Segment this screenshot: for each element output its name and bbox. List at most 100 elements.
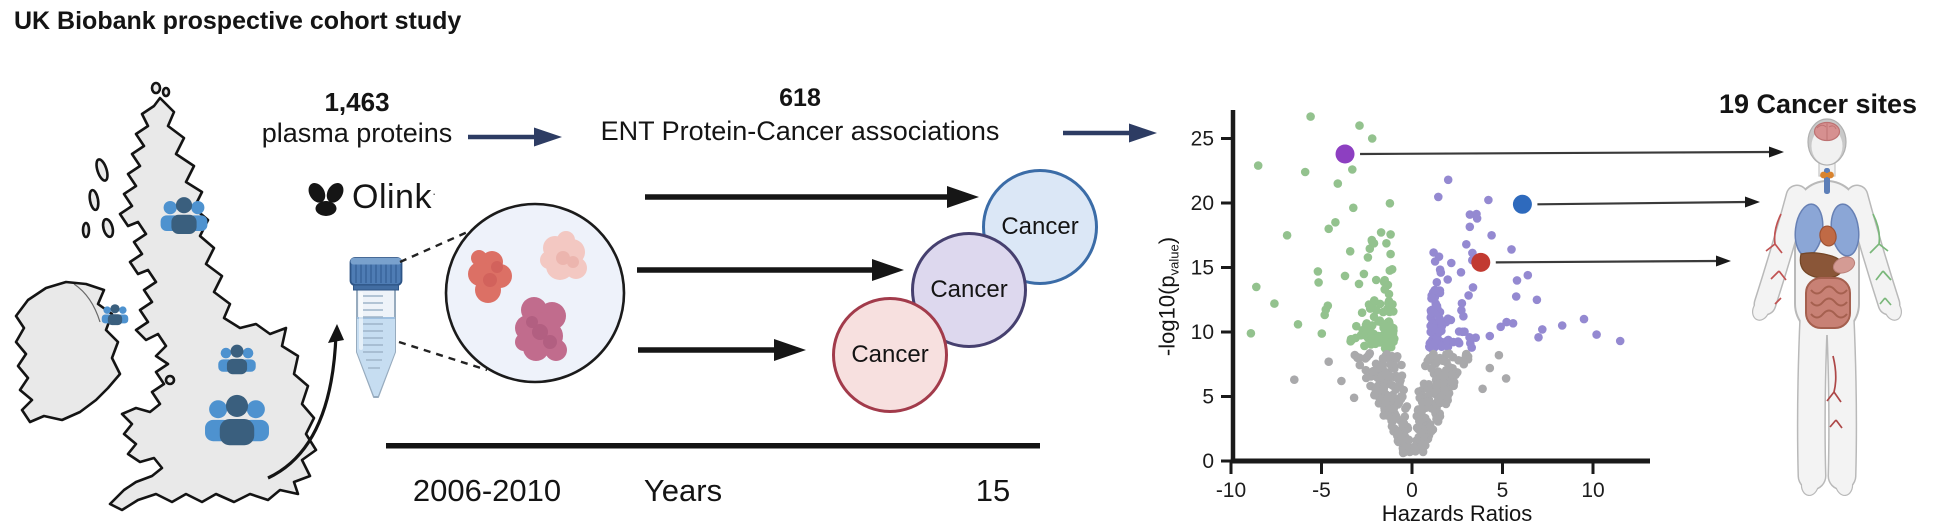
- risk-significant-dot: [1465, 210, 1475, 219]
- participant-group-icon: [205, 394, 269, 446]
- protective-significant-dot: [1331, 218, 1340, 227]
- protective-significant-dot: [1352, 321, 1361, 331]
- human-anatomy-figure: [1752, 118, 1902, 497]
- risk-significant-dot: [1460, 327, 1469, 337]
- risk-significant-dot: [1465, 222, 1475, 232]
- risk-significant-dot: [1449, 337, 1458, 347]
- non-significant-dot: [1364, 350, 1374, 359]
- x-ticks: -10 -5 0 5 10: [1216, 461, 1605, 502]
- protective-significant-dot: [1362, 319, 1371, 328]
- olink-trefoil-icon: [308, 182, 344, 216]
- volcano-x-axis-label: Hazards Ratios: [1381, 501, 1533, 526]
- protective-significant-dot: [1246, 329, 1256, 338]
- risk-significant-dot: [1502, 317, 1511, 327]
- highlighted-association-dot: [1512, 194, 1532, 214]
- participant-group-icon: [218, 344, 256, 375]
- cancer-node-blue: Cancer: [982, 169, 1098, 285]
- non-significant-dot: [1378, 354, 1388, 363]
- non-significant-dot: [1399, 419, 1409, 428]
- risk-significant-dot: [1456, 268, 1466, 277]
- dot-to-body-arrowhead: [1769, 146, 1784, 158]
- non-significant-dot: [1494, 350, 1504, 360]
- risk-significant-dot: [1447, 258, 1456, 268]
- y-ticks: 0 5 10 15 20 25: [1191, 128, 1233, 473]
- protective-significant-dot: [1355, 121, 1364, 130]
- protective-significant-dot: [1363, 253, 1373, 262]
- non-significant-dot: [1391, 385, 1400, 394]
- risk-significant-dot: [1485, 331, 1495, 341]
- protective-significant-dot: [1385, 199, 1395, 208]
- risk-significant-dot: [1471, 333, 1480, 343]
- timeline-axis: [386, 443, 1040, 449]
- non-significant-dot: [1438, 356, 1448, 366]
- dot-to-body-arrowhead: [1745, 196, 1760, 208]
- y-tick-label: 0: [1202, 450, 1214, 473]
- protective-significant-dot: [1314, 278, 1323, 287]
- y-label-prefix: -log10(p: [1154, 275, 1180, 357]
- non-significant-dot: [1397, 360, 1406, 370]
- risk-significant-dot: [1437, 316, 1446, 326]
- risk-significant-dot: [1429, 248, 1438, 257]
- risk-significant-dot: [1443, 314, 1453, 324]
- non-significant-dot: [1389, 404, 1399, 413]
- risk-significant-dot: [1508, 319, 1518, 328]
- dot-to-body-line: [1360, 150, 1772, 156]
- protein-to-cancer-arrows: [637, 186, 979, 361]
- timeline-start-label: 2006-2010: [412, 473, 562, 508]
- dot-to-body-arrowhead: [1716, 255, 1731, 267]
- cancer-node-label: Cancer: [1001, 213, 1079, 240]
- cancer-node-label: Cancer: [930, 276, 1008, 303]
- protective-significant-dot: [1376, 228, 1386, 237]
- non-significant-dot: [1361, 373, 1371, 383]
- risk-significant-dot: [1434, 192, 1443, 202]
- magnifier-connector-lines: [398, 228, 488, 372]
- risk-significant-dot: [1507, 245, 1516, 254]
- plasma-sample-tube-icon: [349, 257, 403, 398]
- protective-significant-dot: [1387, 337, 1396, 347]
- dot-to-body-line: [1537, 200, 1748, 206]
- risk-significant-dot: [1487, 231, 1496, 240]
- risk-significant-dot: [1430, 257, 1440, 266]
- ireland-outline: [14, 280, 122, 424]
- risk-significant-dot: [1512, 276, 1522, 285]
- cancer-node-purple: Cancer: [911, 232, 1027, 348]
- protective-significant-dot: [1323, 301, 1333, 311]
- non-significant-dot: [1398, 448, 1408, 458]
- protective-significant-dot: [1369, 312, 1379, 322]
- non-significant-dot: [1396, 436, 1405, 446]
- non-significant-dot: [1349, 393, 1359, 403]
- protective-significant-dot: [1387, 265, 1397, 274]
- map-to-tube-arrow: [267, 324, 344, 480]
- protective-significant-dot: [1348, 165, 1357, 174]
- non-significant-dot: [1395, 374, 1405, 383]
- risk-significant-dot: [1430, 285, 1440, 295]
- protective-significant-dot: [1293, 320, 1303, 329]
- protective-significant-dot: [1380, 285, 1389, 294]
- non-significant-dot: [1337, 376, 1346, 386]
- non-significant-dot: [1417, 407, 1426, 417]
- non-significant-dot: [1485, 363, 1495, 373]
- risk-significant-dot: [1457, 299, 1467, 308]
- protective-significant-dot: [1367, 134, 1377, 143]
- protective-significant-dot: [1356, 331, 1366, 340]
- risk-significant-dot: [1467, 343, 1476, 352]
- x-tick-label: -10: [1216, 479, 1246, 502]
- risk-significant-dot: [1427, 308, 1436, 318]
- intestines-organ: [1805, 277, 1851, 329]
- non-significant-dot: [1419, 379, 1429, 389]
- protective-significant-dot: [1360, 341, 1369, 351]
- magnified-plasma-proteins: [444, 202, 626, 384]
- non-significant-dot: [1394, 398, 1404, 408]
- olink-wordmark-text: Olink: [352, 178, 432, 216]
- dot-to-body-line: [1495, 259, 1719, 264]
- risk-significant-dot: [1557, 321, 1567, 330]
- blood-vessels-arm-red: [1765, 213, 1787, 305]
- volcano-y-axis-label: -log10(pvalue): [1155, 187, 1182, 407]
- protective-significant-dot: [1320, 310, 1329, 320]
- flow-arrow-associations: [1063, 123, 1157, 143]
- non-significant-dot: [1418, 439, 1427, 449]
- protective-significant-dot: [1386, 230, 1395, 239]
- volcano-scatter-dots: [1246, 112, 1625, 458]
- timeline-end-label: 15: [975, 473, 1011, 508]
- protective-significant-dot: [1386, 249, 1395, 259]
